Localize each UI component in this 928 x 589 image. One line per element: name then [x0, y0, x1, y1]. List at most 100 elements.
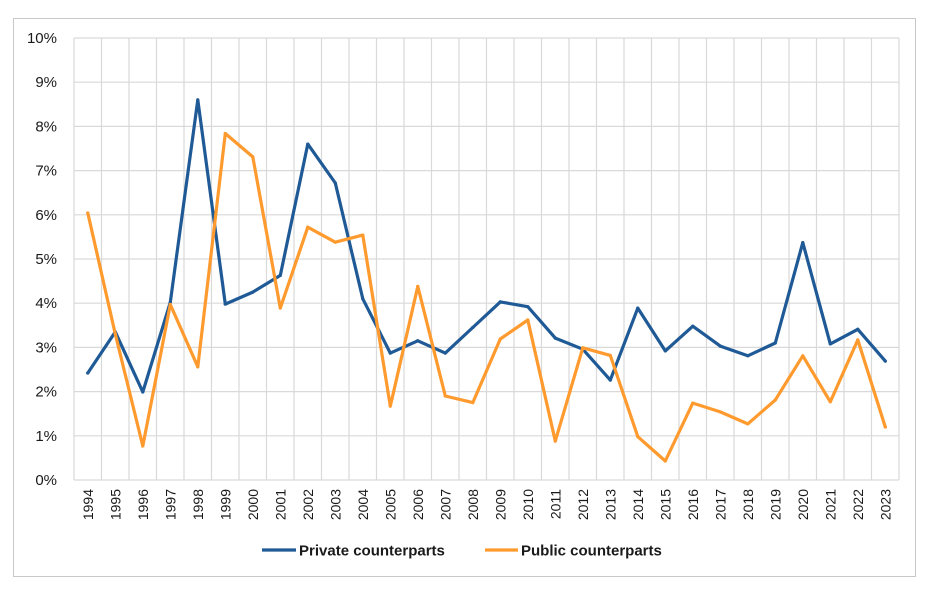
- data-point: [251, 155, 255, 159]
- data-point: [333, 240, 337, 244]
- data-point: [141, 444, 145, 448]
- data-point: [498, 300, 502, 304]
- y-tick-label: 6%: [35, 207, 57, 224]
- x-tick-label: 2019: [767, 489, 783, 520]
- x-tick-label: 2017: [712, 489, 728, 520]
- data-point: [416, 284, 420, 289]
- data-point: [663, 349, 667, 353]
- data-point: [801, 241, 805, 245]
- data-point: [306, 142, 310, 146]
- data-point: [718, 410, 722, 414]
- x-tick-label: 2012: [575, 489, 591, 520]
- data-point: [608, 378, 612, 382]
- x-tick-label: 2015: [657, 489, 673, 520]
- data-point: [553, 439, 557, 443]
- x-tick-label: 2009: [492, 489, 508, 520]
- data-point: [636, 435, 640, 439]
- data-point: [306, 225, 310, 229]
- y-tick-label: 2%: [35, 384, 57, 401]
- data-point: [856, 338, 860, 342]
- x-tick-label: 2000: [245, 489, 261, 520]
- gridlines: [73, 37, 900, 481]
- x-tick-label: 1996: [135, 489, 151, 520]
- data-point: [443, 394, 447, 398]
- data-point: [608, 353, 612, 357]
- data-point: [663, 459, 667, 463]
- data-point: [718, 344, 722, 348]
- x-tick-label: 2007: [437, 489, 453, 520]
- x-tick-label: 2008: [465, 489, 481, 520]
- data-point: [86, 211, 90, 215]
- data-point: [223, 302, 227, 306]
- data-point: [168, 302, 172, 307]
- y-axis-ticks: 0% 1% 2% 3% 4% 5% 6% 7% 8% 9% 10%: [27, 30, 57, 489]
- legend: Private counterparts Public counterparts: [262, 543, 662, 560]
- y-tick-label: 8%: [35, 118, 57, 135]
- data-point: [856, 327, 860, 331]
- y-tick-label: 0%: [35, 472, 57, 489]
- data-point: [883, 359, 887, 363]
- y-tick-label: 9%: [35, 74, 57, 91]
- data-point: [196, 365, 200, 369]
- y-tick-label: 10%: [27, 30, 57, 47]
- data-point: [746, 422, 750, 426]
- data-point: [471, 401, 475, 405]
- x-tick-label: 2003: [327, 489, 343, 520]
- x-tick-label: 1995: [107, 489, 123, 520]
- data-point: [553, 336, 557, 340]
- x-tick-label: 2004: [355, 489, 371, 520]
- x-tick-label: 2014: [630, 489, 646, 520]
- data-point: [526, 305, 530, 309]
- data-point: [498, 337, 502, 341]
- x-tick-label: 1994: [80, 489, 96, 520]
- x-tick-label: 2020: [795, 489, 811, 520]
- data-point: [196, 98, 200, 102]
- y-tick-label: 3%: [35, 339, 57, 356]
- x-tick-label: 2018: [740, 489, 756, 520]
- data-point: [828, 342, 832, 346]
- data-point: [443, 351, 447, 355]
- data-point: [278, 273, 282, 277]
- y-tick-label: 4%: [35, 295, 57, 312]
- data-point: [141, 390, 145, 394]
- x-tick-label: 1999: [217, 489, 233, 520]
- data-point: [388, 404, 392, 408]
- data-point: [883, 425, 887, 429]
- data-point: [113, 332, 117, 336]
- series-lines: [86, 98, 887, 463]
- x-tick-label: 2016: [685, 489, 701, 520]
- x-tick-label: 2011: [547, 489, 563, 519]
- x-tick-label: 1997: [162, 489, 178, 520]
- data-point: [773, 341, 777, 345]
- y-tick-label: 7%: [35, 163, 57, 180]
- data-point: [333, 181, 337, 185]
- x-tick-label: 2023: [877, 489, 893, 520]
- data-point: [251, 290, 255, 294]
- data-point: [801, 354, 805, 358]
- x-tick-label: 2010: [520, 489, 536, 520]
- data-point: [691, 324, 695, 328]
- y-tick-label: 5%: [35, 251, 57, 268]
- data-point: [581, 346, 585, 350]
- data-point: [526, 318, 530, 322]
- x-tick-label: 2006: [410, 489, 426, 520]
- data-point: [361, 297, 365, 301]
- x-tick-label: 2002: [300, 489, 316, 520]
- data-point: [416, 339, 420, 343]
- x-tick-label: 2001: [272, 489, 288, 520]
- x-tick-label: 2021: [822, 489, 838, 520]
- data-point: [278, 306, 282, 310]
- data-point: [773, 398, 777, 402]
- data-point: [746, 354, 750, 358]
- legend-label: Private counterparts: [299, 543, 445, 560]
- y-tick-label: 1%: [35, 428, 57, 445]
- data-point: [223, 131, 227, 136]
- x-axis-ticks: 1994 1995 1996 1997 1998 1999 2000 2001 2002 2003…: [80, 489, 894, 520]
- series-line-private: [86, 98, 887, 394]
- x-tick-label: 1998: [190, 489, 206, 520]
- data-point: [86, 371, 90, 375]
- x-tick-label: 2022: [850, 489, 866, 520]
- chart-frame: [13, 18, 916, 577]
- data-point: [361, 233, 365, 237]
